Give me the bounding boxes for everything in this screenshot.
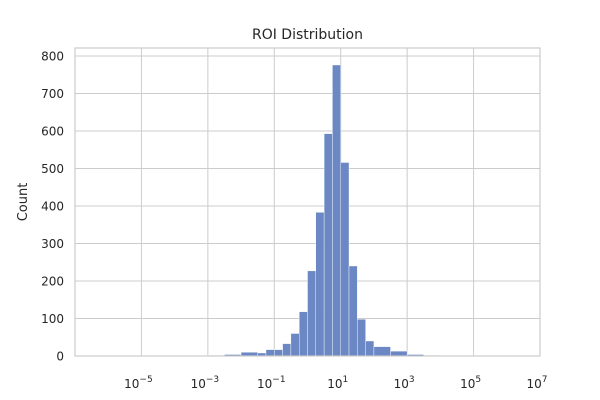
x-tick-label: 103 xyxy=(394,375,415,391)
y-tick-label: 800 xyxy=(41,50,64,64)
y-tick-label: 0 xyxy=(56,350,64,364)
x-tick-label: 101 xyxy=(327,375,348,391)
y-axis-label: Count xyxy=(16,183,31,222)
histogram-bar xyxy=(298,311,308,357)
chart-title: ROI Distribution xyxy=(252,27,363,43)
y-tick-label: 200 xyxy=(41,275,64,289)
bars xyxy=(91,64,524,357)
y-tick-label: 500 xyxy=(41,162,64,176)
histogram-bar xyxy=(265,349,275,357)
histogram-bar xyxy=(332,64,341,357)
plot-frame xyxy=(74,47,541,357)
histogram-bar xyxy=(282,343,292,357)
histogram-bar xyxy=(290,333,300,357)
y-tick-label: 300 xyxy=(41,237,64,251)
y-tick-label: 100 xyxy=(41,312,64,326)
x-tick-label: 105 xyxy=(460,375,481,391)
histogram-bar xyxy=(315,212,325,357)
histogram-bar xyxy=(348,265,358,357)
x-tick-labels: 10−5 10−3 10−1 101 103 105 107 xyxy=(124,375,547,391)
x-tick-label: 10−3 xyxy=(191,375,220,391)
y-tick-labels: 0 100 200 300 400 500 600 700 800 xyxy=(41,50,64,364)
histogram-bar xyxy=(357,319,366,357)
y-tick-label: 400 xyxy=(41,200,64,214)
histogram-bar xyxy=(390,350,408,357)
x-tick-label: 10−5 xyxy=(124,375,153,391)
x-tick-label: 107 xyxy=(526,375,547,391)
y-tick-label: 700 xyxy=(41,87,64,101)
histogram-bar xyxy=(373,346,391,357)
histogram-bar xyxy=(274,349,283,357)
histogram-bar xyxy=(307,270,317,357)
histogram-bar xyxy=(323,133,333,357)
histogram-bar xyxy=(365,340,375,357)
x-tick-label: 10−1 xyxy=(257,375,286,391)
histogram-bar xyxy=(340,162,350,357)
y-tick-label: 600 xyxy=(41,125,64,139)
